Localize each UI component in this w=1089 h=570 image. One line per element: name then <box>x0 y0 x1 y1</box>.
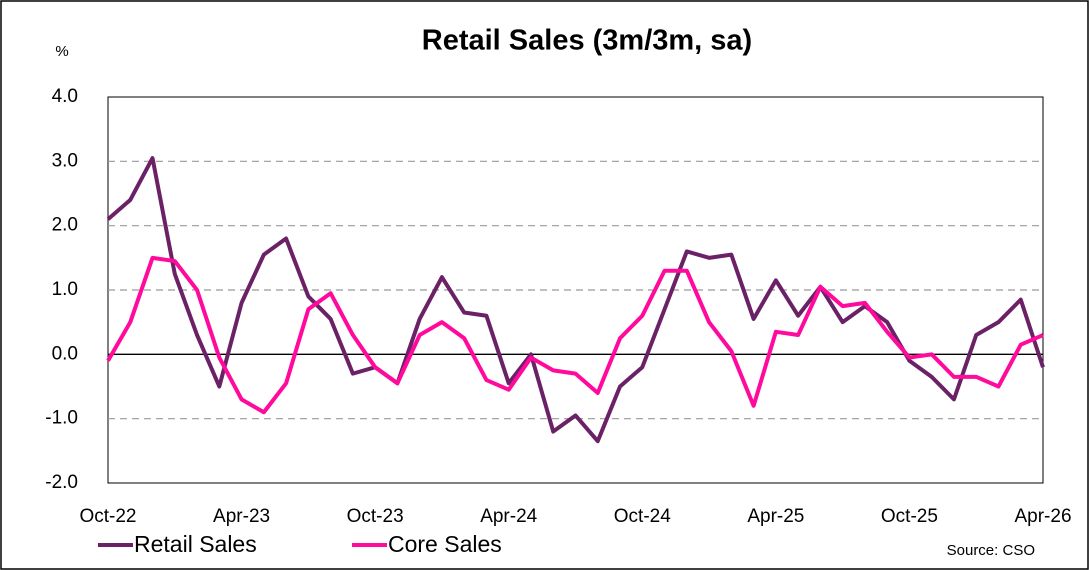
line <box>106 156 1045 444</box>
legend-label: Core Sales <box>388 531 502 557</box>
y-tick-label: 2.0 <box>52 215 78 236</box>
x-tick-label: Apr-24 <box>480 506 537 527</box>
y-axis-label: % <box>55 43 68 60</box>
y-tick-label: -1.0 <box>45 408 78 429</box>
line <box>106 255 1044 415</box>
y-tick-label: 3.0 <box>52 150 78 171</box>
source: Source: CSO <box>947 542 1035 559</box>
x-tick-label: Apr-25 <box>747 506 804 527</box>
y-tick-label: 1.0 <box>52 279 78 300</box>
x-tick-label: Oct-25 <box>881 506 938 527</box>
x-tick-label: Oct-24 <box>614 506 671 527</box>
y-tick-label: 0.0 <box>52 343 78 364</box>
x-tick-label: Apr-26 <box>1014 506 1071 527</box>
y-tick-label: 4.0 <box>52 86 78 107</box>
x-tick-label: Oct-22 <box>79 506 136 527</box>
x-tick-label: Apr-23 <box>213 506 270 527</box>
x-tick-label: Oct-23 <box>347 506 404 527</box>
chart-title: Retail Sales (3m/3m, sa) <box>422 25 752 57</box>
y-tick-label: -2.0 <box>45 472 78 493</box>
legend-label: Retail Sales <box>134 531 257 557</box>
